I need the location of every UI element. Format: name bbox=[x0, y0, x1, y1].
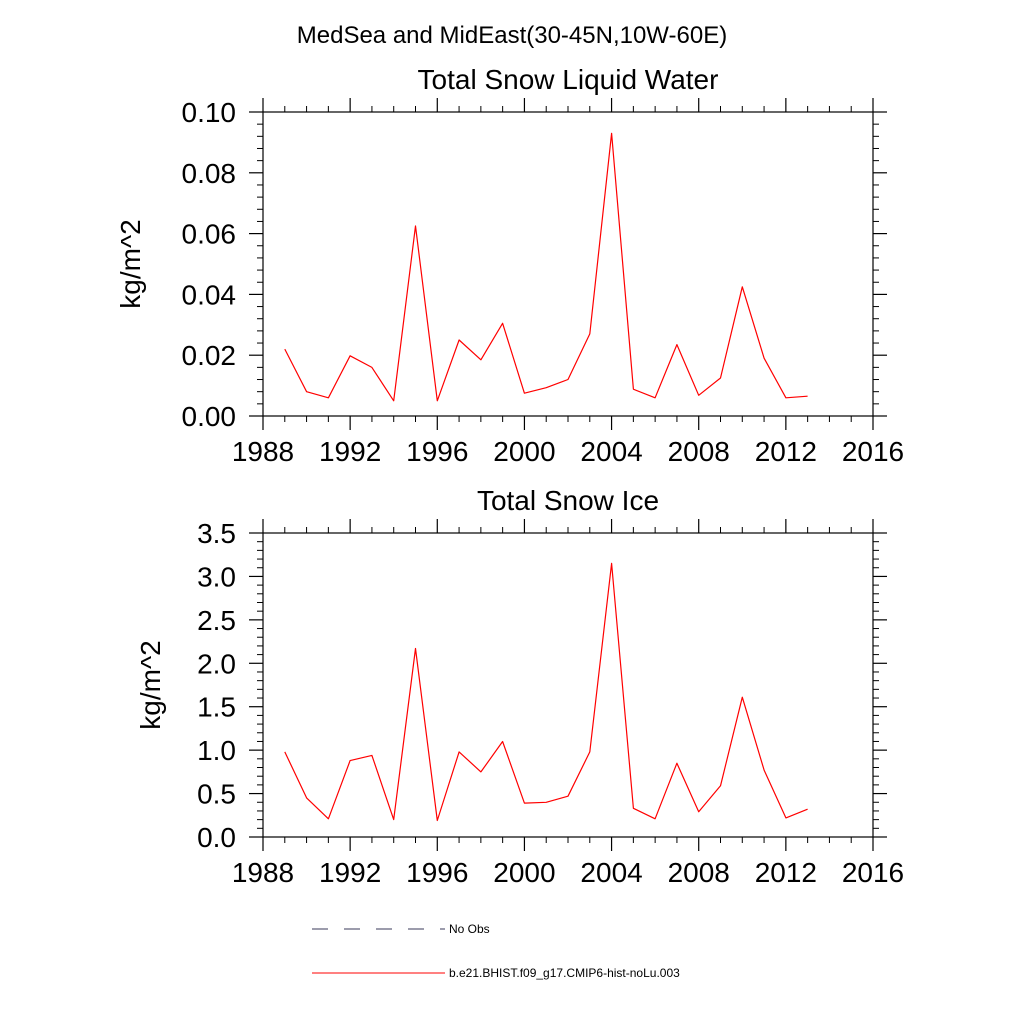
x-tick-label: 2000 bbox=[493, 436, 555, 467]
y-tick-label: 2.5 bbox=[197, 605, 236, 636]
y-tick-label: 0.02 bbox=[182, 340, 237, 371]
x-tick-label: 2004 bbox=[580, 857, 642, 888]
y-tick-label: 0.0 bbox=[197, 822, 236, 853]
x-tick-label: 2016 bbox=[842, 436, 904, 467]
x-tick-label: 2012 bbox=[755, 857, 817, 888]
x-tick-label: 1992 bbox=[319, 857, 381, 888]
series-line bbox=[284, 562, 808, 822]
x-tick-label: 2012 bbox=[755, 436, 817, 467]
y-tick-label: 3.0 bbox=[197, 561, 236, 592]
y-tick-label: 0.06 bbox=[182, 219, 237, 250]
panel-snow-ice: Total Snow Ice kg/m^2 1988 1992 1996 2000 2004… bbox=[135, 485, 904, 888]
y-tick-label: 2.0 bbox=[197, 648, 236, 679]
x-tick-label: 1988 bbox=[232, 857, 294, 888]
y-tick-label: 0.00 bbox=[182, 401, 237, 432]
legend: No Obs b.e21.BHIST.f09_g17.CMIP6-hist-noL… bbox=[312, 922, 680, 980]
series-line bbox=[284, 132, 808, 402]
y-tick-label: 0.08 bbox=[182, 158, 237, 189]
x-tick-label: 2004 bbox=[580, 436, 642, 467]
panel-snow-liquid-water: Total Snow Liquid Water kg/m^2 1988 1992 199… bbox=[115, 64, 904, 467]
plot-frame bbox=[262, 532, 874, 838]
y-tick-label: 1.0 bbox=[197, 735, 236, 766]
x-tick-label: 2008 bbox=[668, 436, 730, 467]
y-tick-label: 3.5 bbox=[197, 518, 236, 549]
y-axis-label: kg/m^2 bbox=[115, 219, 146, 308]
plot-frame bbox=[262, 111, 874, 417]
x-tick-label: 2000 bbox=[493, 857, 555, 888]
x-tick-label: 1988 bbox=[232, 436, 294, 467]
x-tick-label: 2016 bbox=[842, 857, 904, 888]
panel-title: Total Snow Liquid Water bbox=[418, 64, 719, 95]
y-tick-label: 0.10 bbox=[182, 97, 237, 128]
x-tick-label: 2008 bbox=[668, 857, 730, 888]
x-tick-label: 1992 bbox=[319, 436, 381, 467]
x-tick-label: 1996 bbox=[406, 857, 468, 888]
figure-title: MedSea and MidEast(30-45N,10W-60E) bbox=[297, 22, 727, 49]
legend-label: No Obs bbox=[449, 922, 490, 936]
y-tick-label: 0.5 bbox=[197, 779, 236, 810]
y-axis-label: kg/m^2 bbox=[135, 640, 166, 729]
panel-title: Total Snow Ice bbox=[477, 485, 659, 516]
y-tick-label: 1.5 bbox=[197, 692, 236, 723]
x-tick-label: 1996 bbox=[406, 436, 468, 467]
y-tick-label: 0.04 bbox=[182, 279, 237, 310]
legend-label: b.e21.BHIST.f09_g17.CMIP6-hist-noLu.003 bbox=[449, 966, 680, 980]
